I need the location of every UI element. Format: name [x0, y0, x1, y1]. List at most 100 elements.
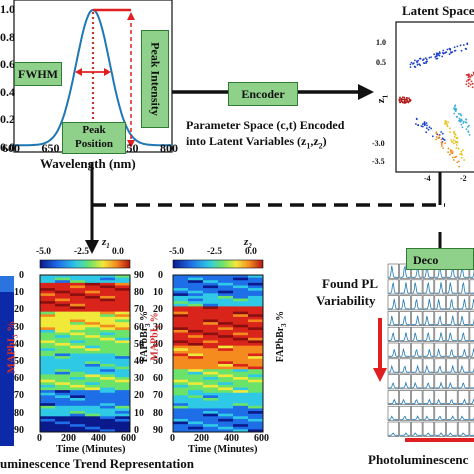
- heatmap-cell: [173, 426, 189, 430]
- heatmap-cell: [115, 358, 131, 362]
- heatmap2-ytick: 50: [153, 356, 163, 367]
- heatmap-cell: [100, 424, 116, 428]
- heatmap1-right-tick: 60: [134, 321, 144, 333]
- heatmap-cell: [100, 426, 116, 430]
- heatmap-cell: [203, 350, 219, 354]
- latent-point: [425, 60, 428, 63]
- latent-point: [453, 135, 456, 138]
- heatmap-cell: [233, 424, 249, 428]
- z2-label-sub: 2: [248, 242, 252, 251]
- heatmap-cell: [70, 390, 86, 394]
- decoded-spectrum-line: [435, 282, 445, 294]
- decoded-spectrum-line: [458, 415, 469, 420]
- decoded-spectrum-line: [400, 265, 410, 278]
- heatmap-cell: [70, 348, 86, 352]
- heatmap-cell: [218, 390, 234, 394]
- heatmap-cell: [248, 306, 264, 310]
- fwhm-arrowhead-left: [75, 68, 82, 76]
- latent-point: [460, 157, 463, 159]
- heatmap-cell: [188, 343, 204, 347]
- heatmap-cell: [203, 311, 219, 315]
- decoded-spectrum-line: [423, 415, 434, 420]
- heatmap-cell: [40, 424, 56, 428]
- heatmap-cell: [100, 329, 116, 333]
- heatmap-cell: [203, 290, 219, 294]
- heatmap-cell: [188, 400, 204, 404]
- heatmap-cell: [85, 309, 101, 313]
- heatmap-cell: [173, 319, 189, 323]
- heatmap-cell: [203, 429, 219, 433]
- latent-point: [421, 125, 424, 128]
- heatmap-cell: [40, 377, 56, 381]
- heatmap-cell: [173, 309, 189, 313]
- heatmap-cell: [203, 384, 219, 388]
- heatmap-cell: [218, 290, 234, 294]
- heatmap-cell: [173, 282, 189, 286]
- heatmap-cell: [233, 306, 249, 310]
- heatmap-cell: [203, 358, 219, 362]
- heatmap-cell: [248, 377, 264, 381]
- heatmap-cell: [55, 426, 71, 430]
- decoded-spectrum-line: [400, 315, 410, 326]
- heatmap-cell: [203, 324, 219, 328]
- heatmap-cell: [188, 397, 204, 401]
- heatmap-cell: [85, 335, 101, 339]
- heatmap-cell: [233, 400, 249, 404]
- heatmap-cell: [203, 303, 219, 307]
- heatmap-cell: [218, 340, 234, 344]
- heatmap-cell: [233, 298, 249, 302]
- heatmap-cell: [40, 426, 56, 430]
- latent-point: [444, 120, 447, 122]
- heatmap-cell: [233, 288, 249, 292]
- heatmap-cell: [100, 280, 116, 284]
- latent-point: [428, 56, 431, 59]
- latent-point: [437, 54, 440, 56]
- latent-point: [451, 51, 454, 53]
- latent-point: [441, 132, 444, 135]
- heatmap-cell: [248, 337, 264, 341]
- heatmap-cell: [218, 288, 234, 292]
- spectrum-xtick: 650: [41, 141, 60, 155]
- latent-point: [441, 55, 444, 58]
- heatmap-cell: [248, 374, 264, 378]
- decoded-spectrum-line: [458, 332, 469, 341]
- heatmap-cell: [248, 327, 264, 331]
- heatmap-cell: [55, 335, 71, 339]
- heatmap-cell: [115, 356, 131, 360]
- latent-point: [461, 126, 464, 129]
- spectrum-cell: [446, 358, 458, 374]
- decoded-spectrum-line: [435, 398, 445, 405]
- heatmap-cell: [233, 332, 249, 336]
- z2-heatmap-frame: [172, 274, 264, 433]
- spectrum-cell: [387, 311, 399, 326]
- heatmap-cell: [173, 293, 189, 297]
- heatmap-cell: [115, 405, 131, 409]
- latent-point: [435, 132, 438, 135]
- latent-point: [399, 96, 401, 99]
- heatmap-cell: [55, 309, 71, 313]
- heatmap1-right-tick: 20: [134, 390, 144, 402]
- decoded-spectrum-line: [470, 416, 474, 420]
- heatmap1-ytick: 30: [14, 321, 24, 333]
- decoded-spectrum-line: [458, 281, 469, 294]
- heatmap-cell: [115, 298, 131, 302]
- heatmap-cell: [218, 343, 234, 347]
- heatmap-cell: [173, 395, 189, 399]
- decoded-spectrum-line: [411, 332, 422, 341]
- spectrum-cell: [387, 358, 399, 374]
- latent-point: [466, 43, 469, 46]
- latent-point: [462, 120, 465, 123]
- heatmap-cell: [188, 418, 204, 422]
- heatmap-cell: [218, 411, 234, 415]
- heatmap-cell: [85, 395, 101, 399]
- decoded-spectrum-line: [400, 398, 410, 405]
- heatmap-cell: [188, 280, 204, 284]
- heatmap-cell: [55, 371, 71, 375]
- peak-intensity-arrowhead-down: [127, 140, 135, 148]
- spectrum-cell: [434, 405, 446, 421]
- peak-position-label: Peak Position: [62, 122, 126, 154]
- heatmap-cell: [85, 379, 101, 383]
- spectrum-cell: [457, 279, 470, 295]
- heatmap-cell: [55, 418, 71, 422]
- heatmap-cell: [173, 377, 189, 381]
